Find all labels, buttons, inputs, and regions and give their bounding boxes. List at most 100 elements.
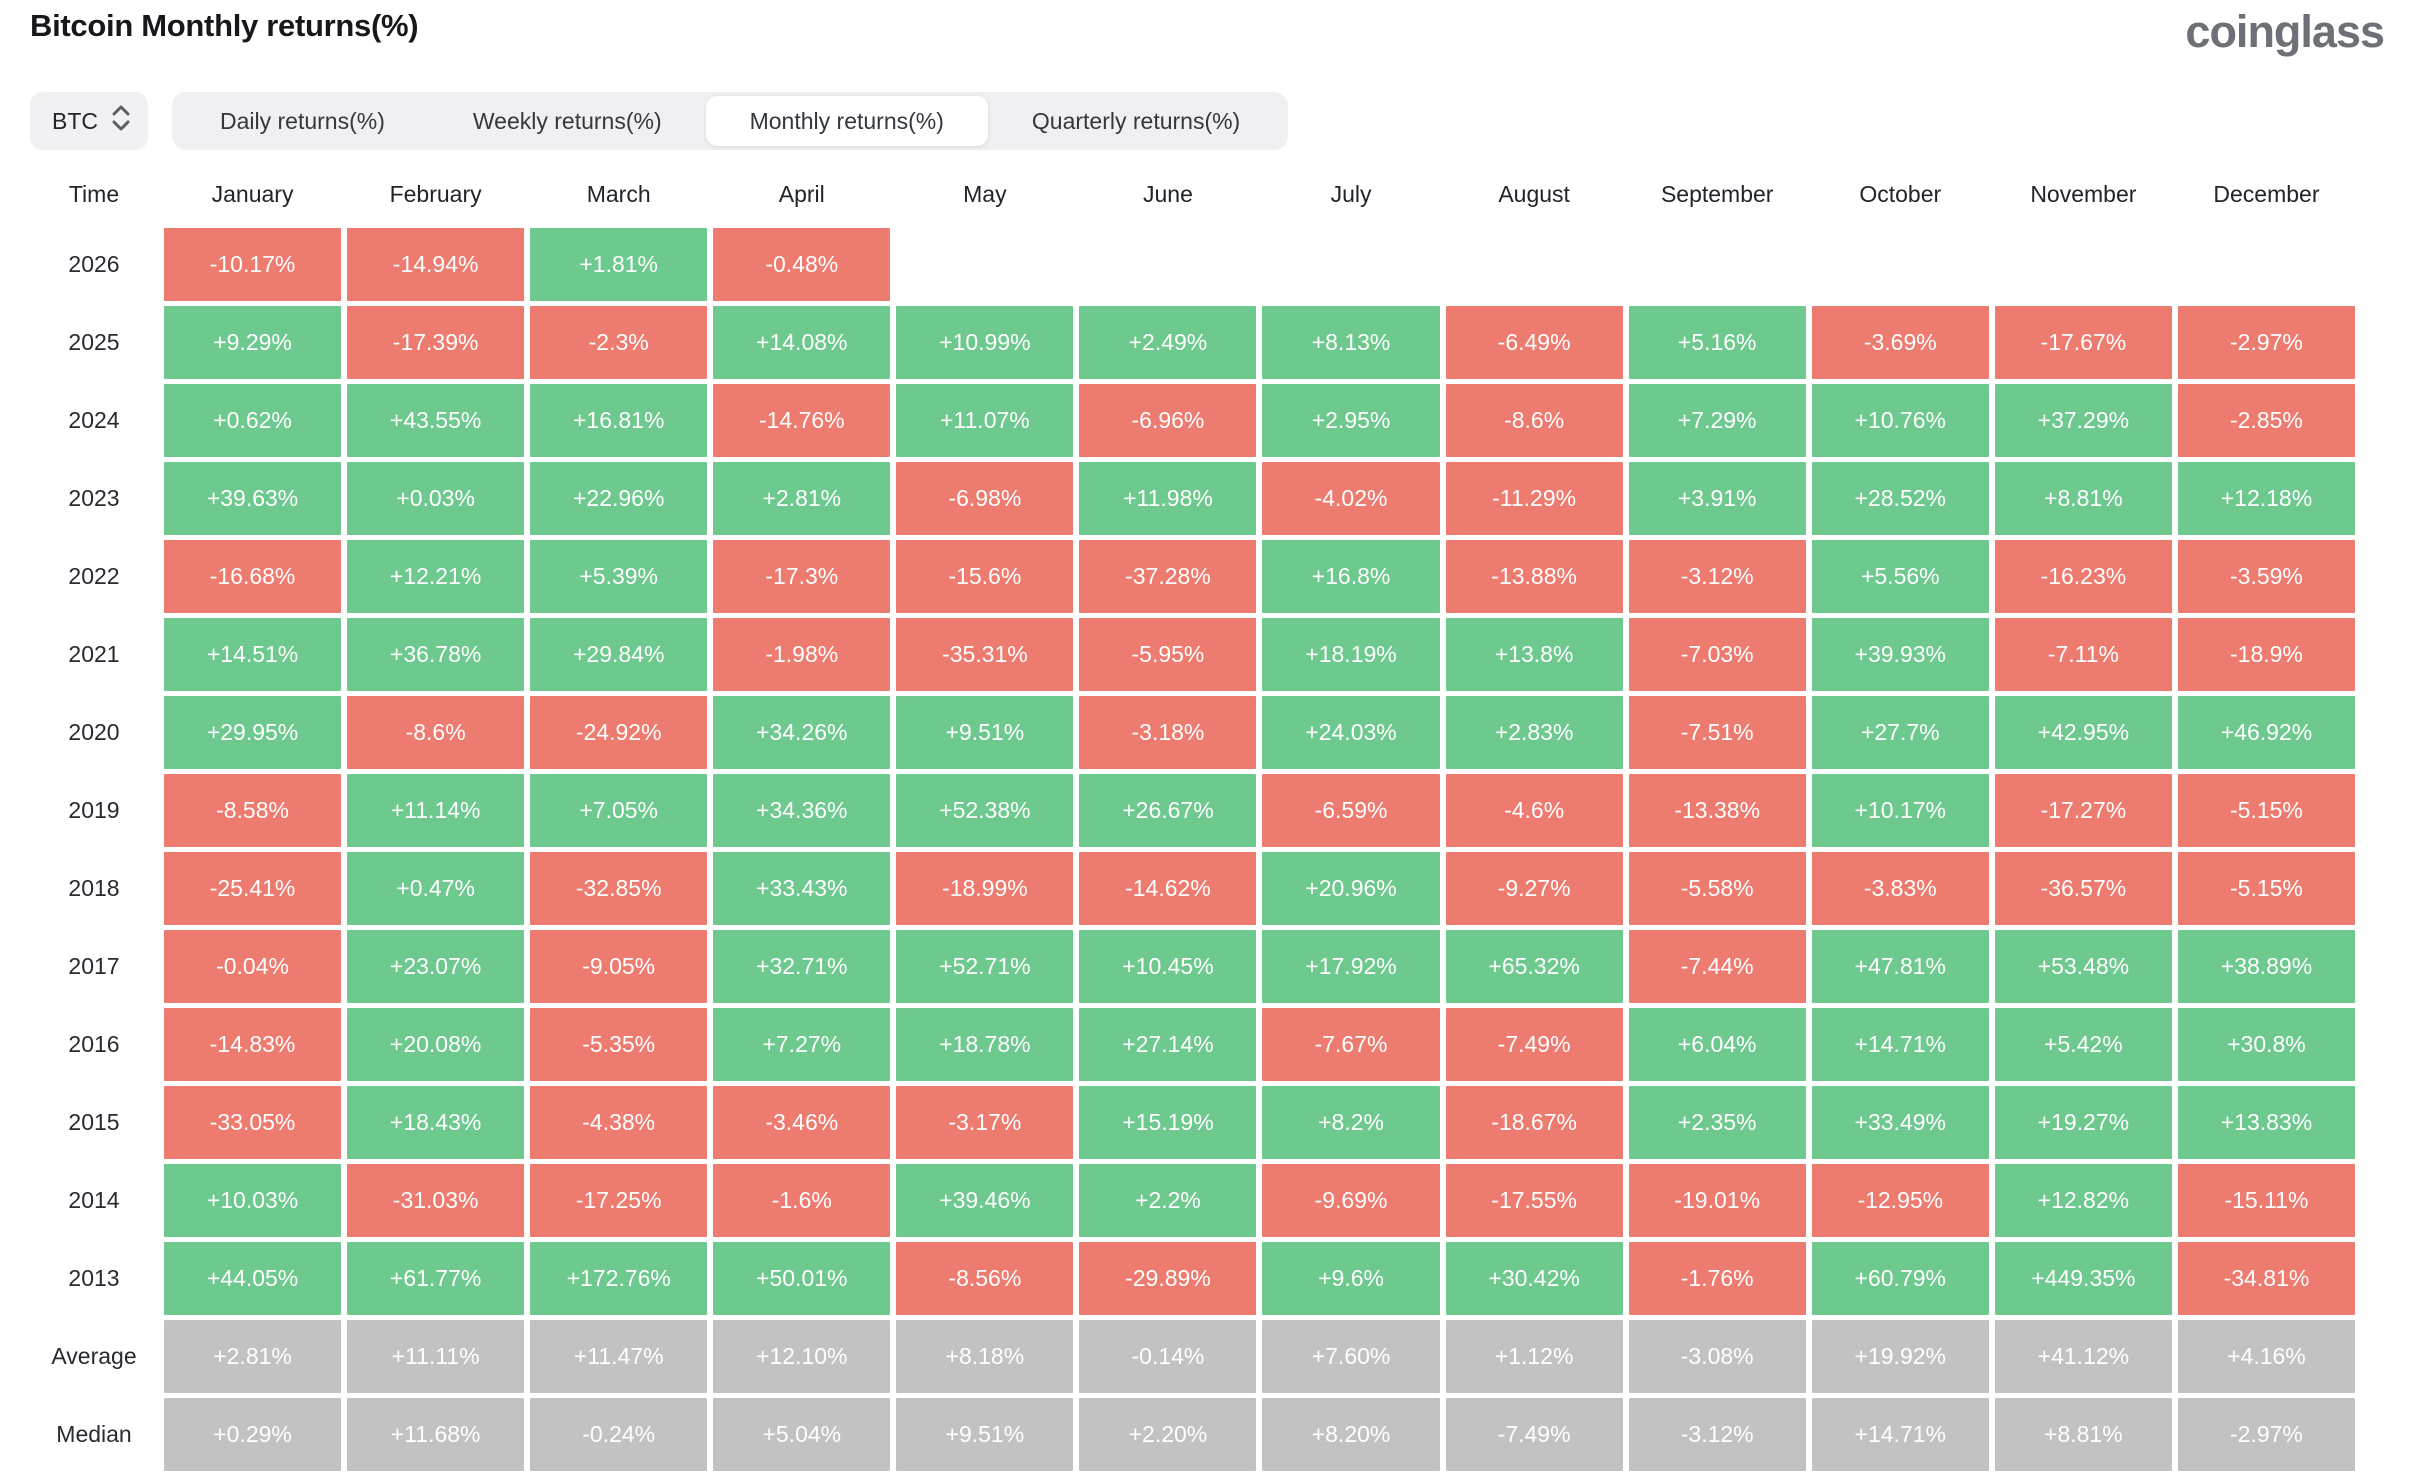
return-cell: +37.29%	[1994, 384, 2172, 457]
return-cell: -7.03%	[1628, 618, 1806, 691]
return-cell: -3.18%	[1079, 696, 1257, 769]
return-cell: +5.04%	[713, 1398, 891, 1471]
return-cell: +11.47%	[530, 1320, 708, 1393]
return-cell: +12.10%	[713, 1320, 891, 1393]
return-cell: +17.92%	[1262, 930, 1440, 1003]
return-cell: +11.14%	[347, 774, 525, 847]
row-label: 2014	[68, 1187, 120, 1213]
return-cell: +10.76%	[1811, 384, 1989, 457]
return-cell: +8.81%	[1994, 1398, 2172, 1471]
column-header: March	[586, 180, 651, 207]
column-header: February	[389, 180, 482, 207]
return-cell: +2.49%	[1079, 306, 1257, 379]
return-cell: +65.32%	[1445, 930, 1623, 1003]
return-cell: +20.96%	[1262, 852, 1440, 925]
return-cell: -25.41%	[164, 852, 342, 925]
empty-cell	[1629, 228, 1806, 301]
return-cell: +1.12%	[1445, 1320, 1623, 1393]
return-cell: +10.17%	[1811, 774, 1989, 847]
return-cell: +33.43%	[713, 852, 891, 925]
return-cell: +2.81%	[164, 1320, 342, 1393]
return-cell: -7.11%	[1994, 618, 2172, 691]
return-cell: +1.81%	[530, 228, 708, 301]
return-cell: +16.8%	[1262, 540, 1440, 613]
return-cell: -5.58%	[1628, 852, 1806, 925]
return-cell: +0.03%	[347, 462, 525, 535]
column-header: October	[1859, 180, 1942, 207]
return-cell: -0.04%	[164, 930, 342, 1003]
tab-quarterly-returns[interactable]: Quarterly returns(%)	[988, 96, 1284, 146]
return-cell: -9.05%	[530, 930, 708, 1003]
return-cell: +3.91%	[1628, 462, 1806, 535]
return-cell: +15.19%	[1079, 1086, 1257, 1159]
return-cell: -3.69%	[1811, 306, 1989, 379]
row-label: 2025	[68, 329, 120, 355]
return-cell: -29.89%	[1079, 1242, 1257, 1315]
symbol-select[interactable]: BTC	[30, 92, 148, 150]
return-cell: -17.27%	[1994, 774, 2172, 847]
returns-table-header: Time January February March April May June July…	[0, 174, 2355, 214]
return-cell: -13.88%	[1445, 540, 1623, 613]
return-cell: +34.26%	[713, 696, 891, 769]
return-cell: -33.05%	[164, 1086, 342, 1159]
return-cell: -15.11%	[2177, 1164, 2355, 1237]
return-cell: +33.49%	[1811, 1086, 1989, 1159]
return-cell: +46.92%	[2177, 696, 2355, 769]
row-label: 2026	[68, 251, 120, 277]
return-cell: +14.51%	[164, 618, 342, 691]
return-cell: -16.23%	[1994, 540, 2172, 613]
return-cell: -3.83%	[1811, 852, 1989, 925]
return-cell: -3.08%	[1628, 1320, 1806, 1393]
return-cell: +47.81%	[1811, 930, 1989, 1003]
return-cell: +11.07%	[896, 384, 1074, 457]
return-cell: -14.62%	[1079, 852, 1257, 925]
return-cell: -18.99%	[896, 852, 1074, 925]
row-label: 2021	[68, 641, 120, 667]
return-cell: -5.15%	[2177, 774, 2355, 847]
return-cell: +8.20%	[1262, 1398, 1440, 1471]
return-cell: +7.60%	[1262, 1320, 1440, 1393]
top-bar: Bitcoin Monthly returns(%) coinglass	[0, 0, 2414, 57]
tab-weekly-returns[interactable]: Weekly returns(%)	[429, 96, 706, 146]
return-cell: +449.35%	[1994, 1242, 2172, 1315]
return-cell: -8.6%	[1445, 384, 1623, 457]
coinglass-logo[interactable]: coinglass	[2185, 6, 2385, 57]
return-cell: +39.46%	[896, 1164, 1074, 1237]
row-label: 2015	[68, 1109, 120, 1135]
return-cell: -17.39%	[347, 306, 525, 379]
return-cell: +52.38%	[896, 774, 1074, 847]
return-cell: -12.95%	[1811, 1164, 1989, 1237]
return-cell: -19.01%	[1628, 1164, 1806, 1237]
return-cell: +10.99%	[896, 306, 1074, 379]
tab-daily-returns[interactable]: Daily returns(%)	[176, 96, 429, 146]
row-label: 2020	[68, 719, 120, 745]
return-cell: -4.02%	[1262, 462, 1440, 535]
return-cell: +5.56%	[1811, 540, 1989, 613]
return-cell: -3.12%	[1628, 540, 1806, 613]
return-cell: +12.21%	[347, 540, 525, 613]
return-cell: +9.6%	[1262, 1242, 1440, 1315]
row-label: 2024	[68, 407, 120, 433]
return-cell: +42.95%	[1994, 696, 2172, 769]
returns-table-body: 2026 -10.17% -14.94% +1.81% -0.48% 2025 +9.29%…	[0, 228, 2355, 1471]
return-cell: +30.8%	[2177, 1008, 2355, 1081]
tab-monthly-returns[interactable]: Monthly returns(%)	[705, 96, 988, 146]
return-cell: -14.76%	[713, 384, 891, 457]
return-cell: +8.2%	[1262, 1086, 1440, 1159]
return-cell: -18.67%	[1445, 1086, 1623, 1159]
return-cell: +26.67%	[1079, 774, 1257, 847]
return-cell: +0.29%	[164, 1398, 342, 1471]
return-cell: -3.46%	[713, 1086, 891, 1159]
return-cell: +7.29%	[1628, 384, 1806, 457]
return-cell: -7.49%	[1445, 1398, 1623, 1471]
return-cell: +39.63%	[164, 462, 342, 535]
return-cell: -14.94%	[347, 228, 525, 301]
return-cell: -0.24%	[530, 1398, 708, 1471]
return-cell: -32.85%	[530, 852, 708, 925]
return-cell: +22.96%	[530, 462, 708, 535]
return-cell: -5.15%	[2177, 852, 2355, 925]
return-cell: +61.77%	[347, 1242, 525, 1315]
return-cell: +27.14%	[1079, 1008, 1257, 1081]
return-cell: -18.9%	[2177, 618, 2355, 691]
return-cell: +18.78%	[896, 1008, 1074, 1081]
